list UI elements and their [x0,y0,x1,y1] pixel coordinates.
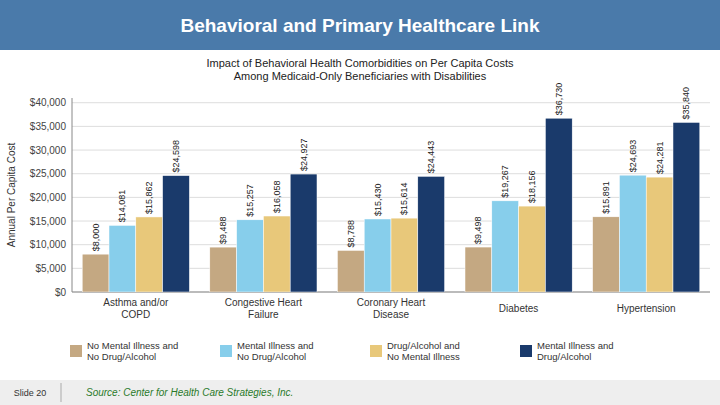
data-label: $35,840 [681,87,691,120]
bar [82,254,109,292]
bar [237,220,264,292]
bar [136,217,163,292]
y-axis-label: Annual Per Capita Cost [6,143,17,248]
legend-swatch [220,345,232,357]
y-tick-label: $15,000 [30,216,67,227]
bar [492,201,519,292]
data-label: $8,000 [91,224,101,252]
y-tick-label: $0 [55,287,67,298]
bar [465,247,492,292]
legend: No Mental Illness andNo Drug/Alcohol Ment… [70,340,614,362]
data-label: $19,267 [500,165,510,198]
data-label: $9,488 [218,217,228,245]
bar [391,218,418,292]
data-label: $15,862 [144,181,154,214]
bar [364,219,391,292]
bar [619,175,646,292]
x-tick-label: Asthma and/orCOPD [103,297,169,320]
bar [545,118,572,292]
grid-line [72,102,710,103]
legend-label: Mental Illness andNo Drug/Alcohol [237,340,314,362]
bar [337,250,364,292]
bar [519,206,546,292]
footer [0,380,720,405]
grid-line [72,173,710,174]
data-label: $15,614 [399,183,409,216]
data-label: $18,156 [527,171,537,204]
y-axis: $0 $5,000 $10,000 $15,000 $20,000 $25,000 $30,… [30,97,710,297]
data-label: $16,058 [272,180,282,213]
grid-line [72,150,710,151]
bar [290,174,317,292]
legend-label: Drug/Alcohol andNo Mental Illness [387,340,460,362]
bar [210,247,237,292]
bar [418,176,445,292]
subtitle: Impact of Behavioral Health Comorbiditie… [207,57,514,69]
data-label: $15,257 [245,184,255,217]
legend-swatch [370,345,382,357]
data-label: $15,430 [373,183,383,216]
data-label: $24,927 [299,139,309,172]
data-label: $8,788 [346,220,356,248]
legend-swatch [70,345,82,357]
bar [593,217,620,292]
x-tick-label: Hypertension [617,303,676,314]
y-tick-label: $25,000 [30,168,67,179]
y-axis-line [72,98,73,292]
bar [646,177,673,292]
y-tick-label: $40,000 [30,97,67,108]
annotation: Source: Center for Health Care Strategie… [86,387,293,398]
footer-divider [61,383,62,402]
y-tick-label: $30,000 [30,145,67,156]
title: Behavioral and Primary Healthcare Link [180,15,539,36]
x-tick-label: Diabetes [499,303,538,314]
bar [163,176,190,292]
x-tick-label: Congestive HeartFailure [225,297,302,320]
bars [82,118,700,292]
data-label: $14,081 [117,190,127,223]
data-label: $24,693 [628,140,638,173]
data-label: $9,498 [473,217,483,245]
title-bar [0,0,720,50]
subtitle: Among Medicaid-Only Beneficiaries with D… [234,70,487,82]
bar [263,216,290,292]
y-tick-label: $35,000 [30,121,67,132]
bar [109,225,136,292]
data-label: $15,891 [601,181,611,214]
grid-line [72,126,710,127]
data-labels: $8,000 $9,488 $8,788 $9,498 $15,891 $14,081 $1… [91,83,692,251]
annotation: Slide 20 [14,388,47,398]
data-label: $36,730 [554,83,564,116]
bar [673,122,700,292]
legend-label: Mental Illness andDrug/Alcohol [537,340,614,362]
y-tick-label: $10,000 [30,239,67,250]
legend-label: No Mental Illness andNo Drug/Alcohol [87,340,178,362]
y-tick-label: $20,000 [30,192,67,203]
data-label: $24,281 [655,142,665,175]
y-tick-label: $5,000 [35,263,66,274]
data-label: $24,598 [171,140,181,173]
x-tick-label: Coronary HeartDisease [357,297,426,320]
chart: Behavioral and Primary Healthcare Link Im… [0,0,720,405]
legend-swatch [520,345,532,357]
data-label: $24,443 [426,141,436,174]
